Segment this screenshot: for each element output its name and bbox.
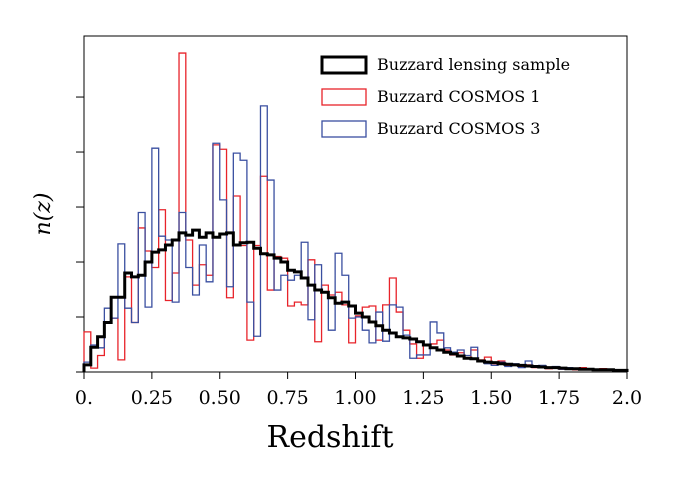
histogram-series-1 — [83, 52, 628, 372]
legend: Buzzard lensing sample Buzzard COSMOS 1 Bu… — [320, 55, 570, 138]
legend-label: Buzzard COSMOS 1 — [377, 87, 540, 106]
x-tick-label: 1.25 — [402, 387, 444, 409]
x-tick-label: 0. — [75, 387, 93, 409]
x-tick-label: 0.50 — [199, 387, 241, 409]
histogram-series-0 — [82, 228, 629, 372]
y-axis-label: n(z) — [31, 193, 56, 236]
x-tick-label: 2.0 — [612, 387, 642, 409]
x-tick-label: 0.25 — [131, 387, 173, 409]
x-tick-label: 1.00 — [334, 387, 376, 409]
x-tick-label: 1.50 — [470, 387, 512, 409]
x-axis-label: Redshift — [266, 420, 393, 455]
legend-label: Buzzard COSMOS 3 — [377, 119, 540, 138]
legend-swatch — [321, 88, 367, 106]
legend-label: Buzzard lensing sample — [377, 55, 570, 74]
legend-swatch — [320, 55, 368, 75]
x-tick-label: 1.75 — [538, 387, 580, 409]
x-tick-label: 0.75 — [266, 387, 308, 409]
legend-swatch — [321, 120, 367, 138]
